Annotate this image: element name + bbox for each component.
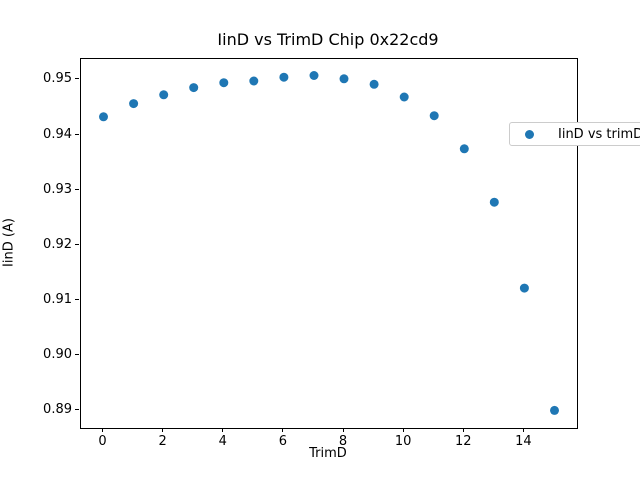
y-tick-mark <box>75 188 79 190</box>
y-tick-label: 0.90 <box>43 346 72 362</box>
legend: IinD vs trimD <box>509 122 640 146</box>
data-point <box>459 144 469 154</box>
y-tick-label: 0.95 <box>43 71 72 87</box>
y-axis-label: IinD (A) <box>1 218 17 267</box>
y-tick-label: 0.94 <box>43 126 72 142</box>
data-point <box>219 78 229 88</box>
y-tick-label: 0.93 <box>43 181 72 197</box>
data-point <box>550 405 559 415</box>
data-point <box>399 92 409 102</box>
legend-marker-icon <box>525 129 534 139</box>
data-point <box>159 90 169 100</box>
y-tick-mark <box>75 243 79 245</box>
x-axis-label: TrimD <box>309 446 347 461</box>
y-tick-mark <box>75 298 79 300</box>
data-point <box>99 112 108 122</box>
data-point <box>369 79 379 89</box>
y-tick-mark <box>75 133 79 135</box>
data-point <box>339 74 349 84</box>
data-point <box>129 99 139 109</box>
y-tick-label: 0.89 <box>43 401 72 417</box>
data-point <box>189 83 199 93</box>
y-tick-label: 0.92 <box>43 236 72 252</box>
data-point <box>309 71 319 80</box>
y-tick-mark <box>75 78 79 80</box>
data-point <box>489 197 499 207</box>
plot-area: IinD vs trimD <box>80 58 640 429</box>
data-point <box>429 111 439 121</box>
legend-label: IinD vs trimD <box>558 126 640 142</box>
y-tick-label: 0.91 <box>43 291 72 307</box>
data-point <box>519 283 529 293</box>
data-point <box>279 72 289 82</box>
y-tick-mark <box>75 408 79 410</box>
data-point <box>249 76 259 86</box>
scatter-points <box>99 71 559 415</box>
chart-title: IinD vs TrimD Chip 0x22cd9 <box>217 30 439 49</box>
y-tick-mark <box>75 353 79 355</box>
